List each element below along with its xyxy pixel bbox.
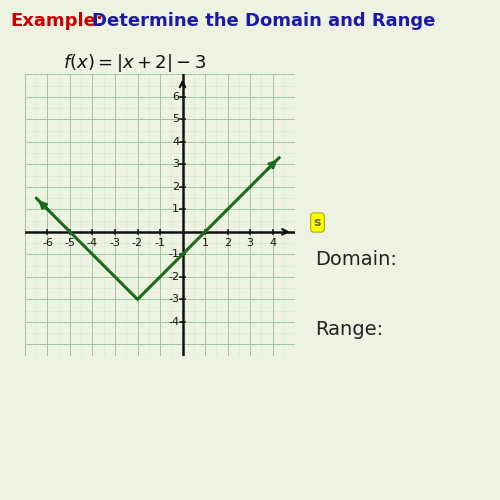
Text: -3: -3	[110, 238, 120, 248]
Text: -3: -3	[168, 294, 179, 304]
Text: 3: 3	[172, 160, 179, 170]
Text: Domain:: Domain:	[315, 250, 397, 269]
Text: -1: -1	[154, 238, 166, 248]
Text: -2: -2	[132, 238, 143, 248]
Text: 2: 2	[172, 182, 179, 192]
Text: Range:: Range:	[315, 320, 383, 339]
Text: -4: -4	[168, 317, 179, 327]
Text: -6: -6	[42, 238, 53, 248]
Text: 4: 4	[172, 137, 179, 147]
Text: 2: 2	[224, 238, 231, 248]
Text: -1: -1	[168, 250, 179, 260]
Text: 6: 6	[172, 92, 179, 102]
Text: -2: -2	[168, 272, 179, 282]
Text: s: s	[314, 216, 321, 229]
Text: 5: 5	[172, 114, 179, 124]
Text: $f(x) = |x + 2| - 3$: $f(x) = |x + 2| - 3$	[63, 52, 207, 74]
Text: 1: 1	[202, 238, 208, 248]
Text: 1: 1	[172, 204, 179, 214]
Text: Determine the Domain and Range: Determine the Domain and Range	[92, 12, 436, 30]
Text: 4: 4	[269, 238, 276, 248]
Text: Example:: Example:	[10, 12, 103, 30]
Text: 3: 3	[246, 238, 254, 248]
Text: -5: -5	[64, 238, 76, 248]
Text: -4: -4	[87, 238, 98, 248]
